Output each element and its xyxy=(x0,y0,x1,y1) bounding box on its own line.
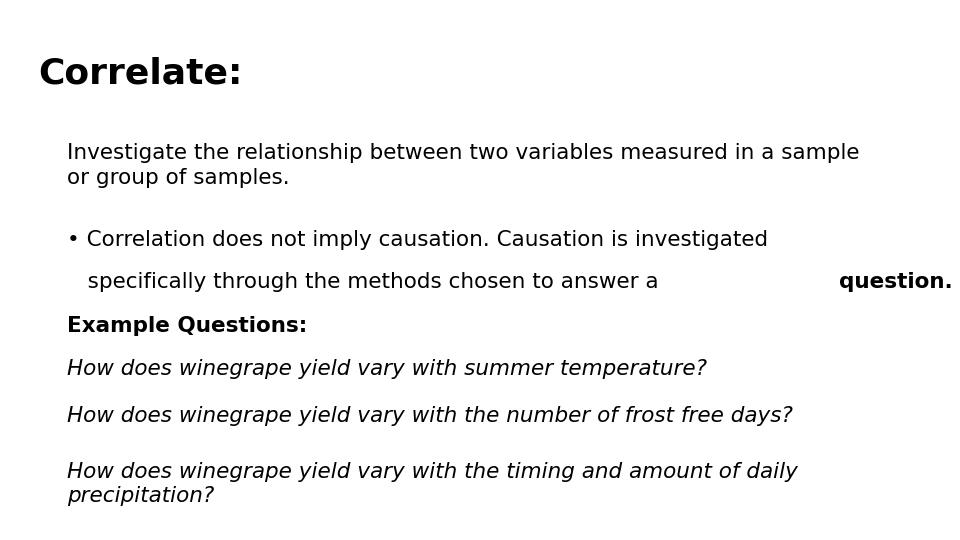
Text: How does winegrape yield vary with the timing and amount of daily
precipitation?: How does winegrape yield vary with the t… xyxy=(67,462,798,507)
Text: question.: question. xyxy=(839,272,953,292)
Text: specifically through the methods chosen to answer a: specifically through the methods chosen … xyxy=(67,272,665,292)
Text: specifically through the methods chosen to answer a: specifically through the methods chosen … xyxy=(67,272,665,292)
Text: Example Questions:: Example Questions: xyxy=(67,316,307,336)
Text: • Correlation does not imply causation. Causation is investigated: • Correlation does not imply causation. … xyxy=(67,230,768,249)
Text: How does winegrape yield vary with the number of frost free days?: How does winegrape yield vary with the n… xyxy=(67,406,793,426)
Text: Investigate the relationship between two variables measured in a sample
or group: Investigate the relationship between two… xyxy=(67,143,860,188)
Text: How does winegrape yield vary with summer temperature?: How does winegrape yield vary with summe… xyxy=(67,359,708,379)
Text: Correlate:: Correlate: xyxy=(38,57,243,91)
